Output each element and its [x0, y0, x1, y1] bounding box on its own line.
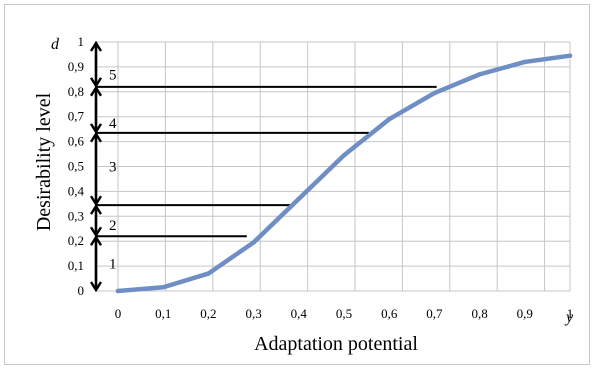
x-tick-label: 0,7 [426, 306, 443, 321]
zone-arrow [89, 40, 103, 89]
series-point [477, 72, 482, 77]
x-variable-label: y [564, 309, 574, 326]
zone-label: 1 [109, 257, 117, 273]
zone-arrow-head [89, 195, 103, 207]
chart-border [4, 4, 590, 365]
zone-label: 4 [109, 116, 117, 132]
x-tick-label: 0 [115, 306, 122, 321]
zone-arrow-head [89, 77, 103, 89]
y-tick-label: 0,9 [68, 59, 84, 74]
zone-label: 5 [109, 67, 117, 83]
x-tick-label: 0,5 [336, 306, 352, 321]
y-tick-label: 0,4 [68, 183, 85, 198]
series-point [161, 285, 166, 290]
y-tick-label: 0,2 [68, 233, 84, 248]
y-tick-label: 0,7 [68, 109, 85, 124]
zone-labels: 1 2 3 4 5 [109, 67, 117, 272]
series-point [206, 271, 211, 276]
y-tick-label: 0,6 [68, 134, 85, 149]
x-axis-title: Adaptation potential [254, 333, 418, 355]
zone-label: 2 [109, 218, 117, 234]
series-point [341, 153, 347, 158]
y-tick-label: 1 [78, 34, 85, 49]
series-lines [115, 53, 573, 294]
x-tick-label: 0,2 [200, 306, 216, 321]
x-tick-label: 1 [567, 306, 574, 321]
y-axis-title: Desirability level [33, 92, 55, 231]
x-tick-label: 0,1 [155, 306, 171, 321]
zone-arrow-head [89, 123, 103, 135]
x-tick-label: 0,6 [381, 306, 398, 321]
x-tick-label: 0,8 [471, 306, 487, 321]
tick-labels: 0 0,1 0,2 0,3 0,4 0,5 0,6 0,7 0,8 0,9 1 0 0,1 0,2 0,3 0… [68, 34, 574, 321]
zone-arrow-head [89, 40, 103, 52]
zone-arrow-head [89, 281, 103, 293]
plot-grid [95, 41, 571, 292]
x-tick-label: 0,3 [245, 306, 261, 321]
series-point [567, 53, 573, 58]
series-point [432, 90, 437, 96]
zone-arrow-head [89, 226, 103, 238]
x-tick-label: 0,4 [291, 306, 308, 321]
threshold-lines [96, 85, 437, 238]
series-point [251, 240, 256, 245]
series-point [387, 116, 392, 122]
y-variable-label: d [51, 36, 60, 53]
y-tick-label: 0,5 [68, 159, 84, 174]
y-tick-label: 0 [78, 283, 85, 298]
zone-arrows [89, 40, 103, 293]
series-point [522, 59, 527, 65]
y-tick-label: 0,1 [68, 258, 84, 273]
y-tick-label: 0,8 [68, 84, 84, 99]
series-point [296, 196, 301, 202]
series-point [115, 288, 121, 294]
x-tick-label: 0,9 [517, 306, 533, 321]
y-tick-label: 0,3 [68, 208, 84, 223]
zone-label: 3 [109, 160, 117, 176]
